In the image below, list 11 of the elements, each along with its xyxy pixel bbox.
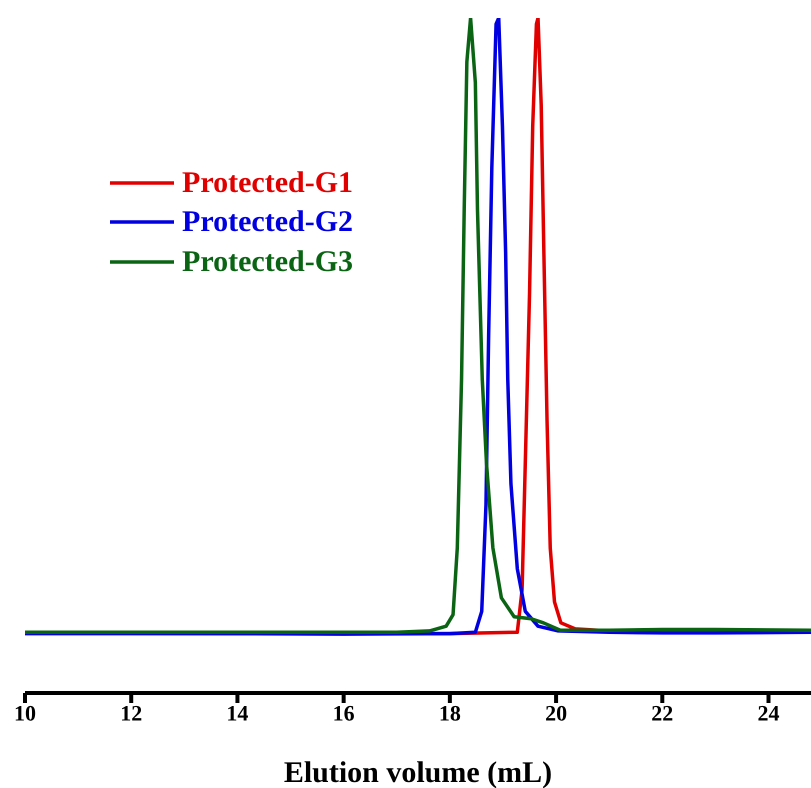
x-tick-label: 16	[332, 700, 355, 726]
x-tick-label: 22	[651, 700, 674, 726]
legend-label: Protected-G3	[182, 244, 354, 279]
x-tick-label: 12	[120, 700, 142, 726]
x-tick-label: 18	[438, 700, 461, 726]
legend-label: Protected-G1	[182, 166, 354, 200]
legend-label: Protected-G2	[182, 205, 354, 240]
x-tick-label: 10	[14, 700, 36, 726]
x-tick-label: 24	[758, 700, 780, 726]
x-tick-label: 14	[226, 700, 248, 726]
x-tick-label: 20	[545, 700, 568, 726]
